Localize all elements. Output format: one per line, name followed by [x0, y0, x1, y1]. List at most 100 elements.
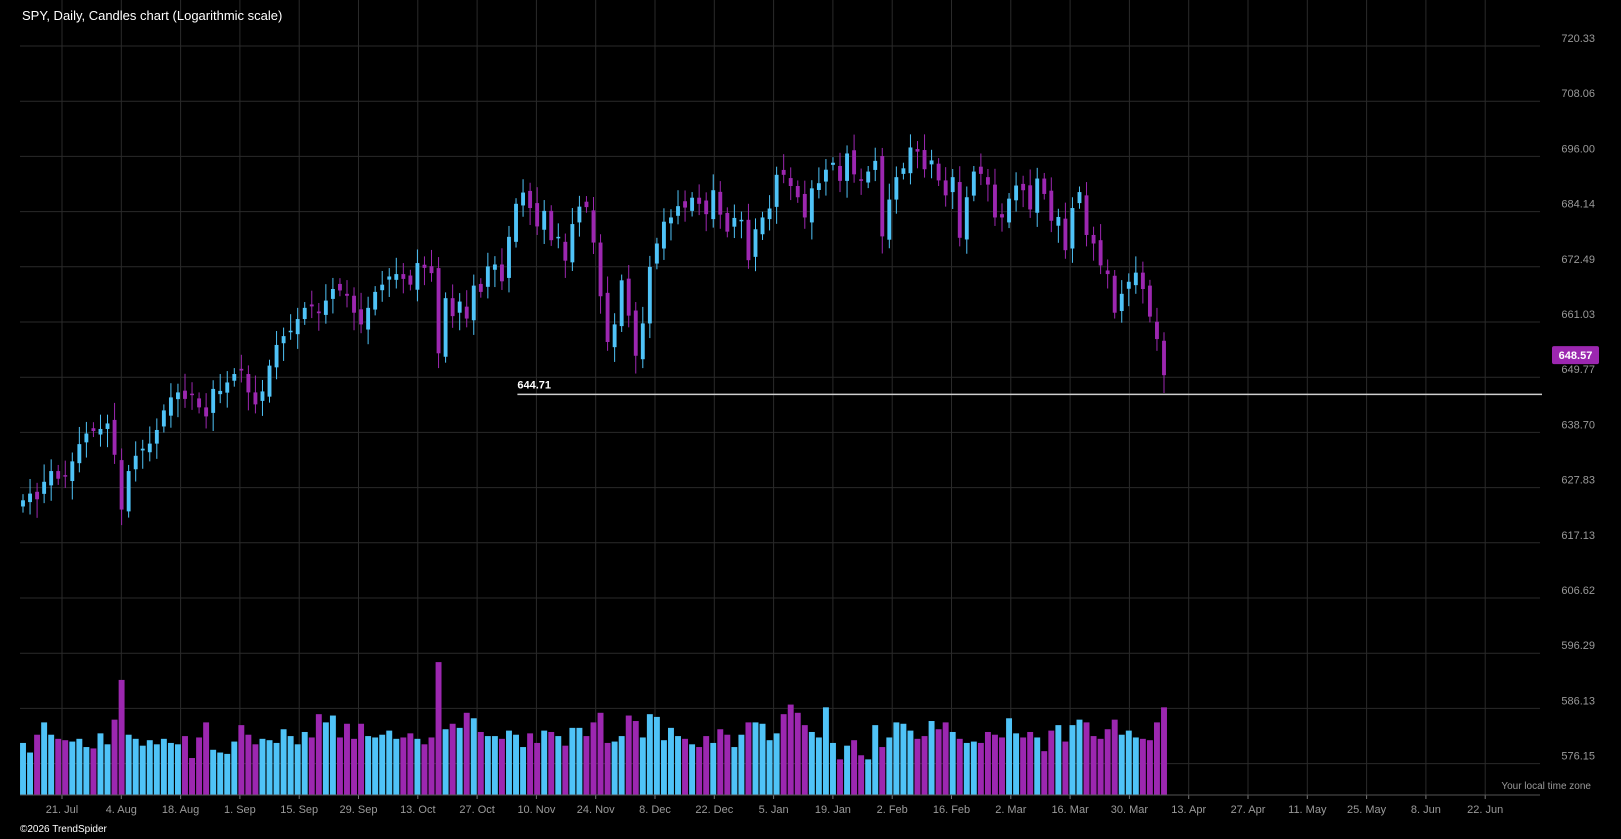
- candle-body: [718, 191, 723, 215]
- price-axis[interactable]: 720.33 708.06 696.00 684.14 672.49 661.03 649.…: [1552, 33, 1599, 763]
- candle: [408, 269, 413, 291]
- candle-body: [1112, 275, 1117, 313]
- volume-bar: [470, 718, 477, 795]
- candle-body: [732, 217, 737, 227]
- candle: [204, 393, 209, 429]
- volume-bar: [886, 737, 893, 795]
- candle: [788, 167, 793, 201]
- candle-body: [253, 392, 258, 405]
- candle: [168, 383, 173, 428]
- volume-bar: [992, 734, 998, 795]
- volume-bar: [407, 733, 414, 795]
- candle-body: [140, 448, 145, 451]
- volume-bar: [372, 737, 379, 795]
- candle-body: [1000, 214, 1004, 218]
- candle: [232, 368, 237, 387]
- candle-body: [1091, 234, 1096, 244]
- volume-bar: [1118, 734, 1125, 795]
- candle: [781, 154, 786, 184]
- candle-body: [415, 263, 420, 290]
- volume-bar: [935, 729, 942, 795]
- candle-body: [42, 481, 47, 494]
- horizontal-line[interactable]: 644.71: [517, 379, 1542, 396]
- volume-bar: [449, 723, 456, 795]
- volume-bar: [203, 722, 210, 795]
- candle: [619, 274, 624, 332]
- candle-body: [697, 197, 702, 204]
- candle: [591, 197, 596, 254]
- candle-body: [168, 397, 173, 416]
- timezone-label[interactable]: Your local time zone: [1501, 781, 1591, 792]
- volume-bar: [118, 679, 125, 795]
- volume-bar: [590, 722, 597, 795]
- candle: [598, 234, 603, 314]
- volume-bar: [322, 722, 329, 795]
- candle-body: [260, 391, 265, 401]
- volume-bar: [759, 723, 766, 795]
- candle-body: [1070, 208, 1075, 249]
- volume-bar: [949, 731, 956, 795]
- x-tick-label: 11. May: [1288, 804, 1327, 816]
- candle-body: [49, 471, 54, 486]
- x-tick-label: 5. Jan: [759, 804, 789, 816]
- candle: [91, 422, 96, 438]
- candle-body: [197, 398, 202, 408]
- volume-bar: [139, 745, 146, 795]
- candle-body: [802, 193, 807, 218]
- x-tick-label: 25. May: [1347, 804, 1387, 816]
- candle: [112, 402, 117, 464]
- volume-bar: [231, 741, 238, 795]
- candle: [316, 303, 321, 331]
- x-tick-label: 4. Aug: [106, 804, 137, 816]
- candle-body: [105, 423, 110, 429]
- candle-body: [556, 236, 561, 239]
- candle-body: [429, 266, 434, 274]
- volume-bar: [984, 731, 991, 795]
- volume-bar: [942, 722, 949, 795]
- candle: [528, 182, 533, 226]
- volume-bar: [822, 707, 829, 795]
- candle-body: [302, 307, 307, 320]
- candle-body: [549, 210, 554, 241]
- candle: [993, 168, 997, 226]
- candle: [253, 375, 258, 414]
- x-tick-label: 22. Dec: [695, 804, 733, 816]
- candle-body: [535, 203, 540, 227]
- candle-body: [408, 275, 413, 285]
- volume-bar: [675, 736, 681, 795]
- candle: [957, 166, 962, 247]
- candle-body: [1035, 178, 1040, 213]
- volume-bar: [1111, 719, 1118, 795]
- candle-body: [563, 241, 568, 261]
- candle-body: [746, 219, 751, 261]
- volume-bar: [520, 747, 527, 795]
- candle: [964, 186, 969, 254]
- candle-body: [605, 292, 610, 343]
- candle-body: [309, 304, 314, 307]
- candle-body: [1042, 178, 1047, 194]
- candle: [464, 290, 469, 328]
- candle: [570, 208, 575, 271]
- volume-bar: [625, 715, 632, 795]
- candle: [1056, 208, 1061, 243]
- candle-body: [936, 163, 941, 181]
- volume-bar: [668, 727, 674, 795]
- candle-body: [295, 319, 300, 335]
- candle-body: [485, 266, 490, 287]
- volume-bar: [1125, 730, 1132, 795]
- volume-bar: [583, 736, 590, 795]
- volume-bar: [576, 727, 583, 795]
- time-axis[interactable]: 21. Jul 4. Aug 18. Aug 1. Sep 15. Sep 29. Sep…: [20, 794, 1540, 816]
- volume-bar: [604, 742, 611, 795]
- candle-body: [809, 188, 814, 223]
- candle: [943, 167, 948, 207]
- candle: [500, 248, 504, 290]
- candle: [260, 379, 265, 416]
- candle-body: [993, 184, 997, 218]
- candle-body: [739, 219, 744, 222]
- candle-body: [225, 382, 230, 393]
- y-tick-label: 617.13: [1561, 530, 1595, 542]
- candle: [1007, 193, 1011, 229]
- candle-body: [492, 264, 497, 270]
